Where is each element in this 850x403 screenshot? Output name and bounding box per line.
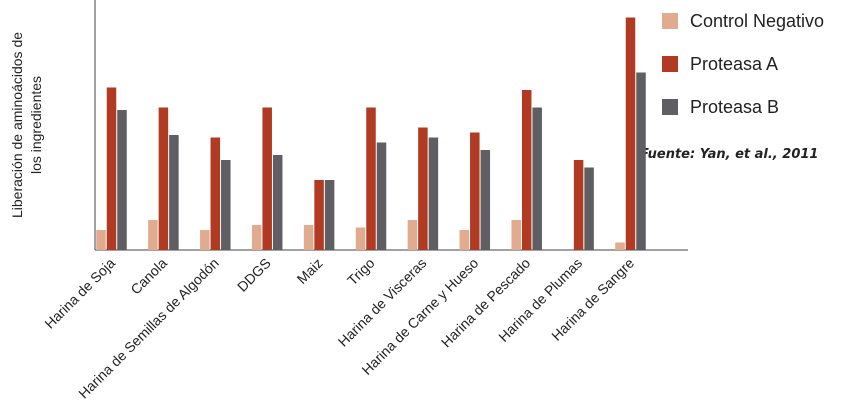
legend-label: Proteasa B [690, 97, 779, 117]
bar [221, 160, 231, 250]
bar [521, 90, 532, 250]
y-axis-label: Liberación de aminoácidos de [9, 32, 25, 218]
x-tick-label: Harina de Pescado [438, 255, 534, 351]
bar [366, 107, 376, 250]
bar [470, 132, 480, 250]
bar [459, 230, 470, 250]
bar [584, 167, 594, 250]
x-tick-label: DDGS [234, 255, 274, 295]
bar [376, 142, 387, 250]
bar [636, 72, 646, 250]
bar [511, 220, 521, 250]
bar [200, 230, 210, 250]
legend-swatch [662, 13, 678, 29]
bar [428, 137, 439, 250]
source-note: Fuente: Yan, et al., 2011 [640, 147, 818, 162]
bar [96, 230, 106, 250]
x-tick-label: Canola [127, 255, 170, 298]
bar [625, 17, 636, 250]
bar [314, 180, 324, 250]
bar [615, 242, 625, 250]
bar [573, 160, 584, 250]
bar [272, 155, 283, 250]
bar [158, 107, 169, 250]
y-axis-label: los ingredientes [28, 76, 44, 174]
bar [532, 107, 542, 250]
bar [480, 150, 491, 250]
bar [418, 127, 428, 250]
legend-label: Proteasa A [690, 54, 778, 74]
legend-swatch [662, 56, 678, 72]
bar [169, 135, 179, 250]
x-tick-label: Maiz [294, 255, 326, 287]
legend-swatch [662, 99, 678, 115]
bar [407, 220, 418, 250]
bar [262, 107, 272, 250]
bar [251, 225, 262, 250]
bar [106, 87, 117, 250]
x-tick-label: Harina de Visceras [335, 255, 430, 350]
bar [148, 220, 158, 250]
bar [303, 225, 314, 250]
bar [210, 137, 221, 250]
bar [355, 227, 366, 250]
bar [324, 180, 335, 250]
bar [117, 110, 127, 250]
x-tick-label: Harina de Soja [41, 255, 118, 332]
x-tick-label: Trigo [344, 255, 378, 289]
legend-label: Control Negativo [690, 11, 824, 31]
